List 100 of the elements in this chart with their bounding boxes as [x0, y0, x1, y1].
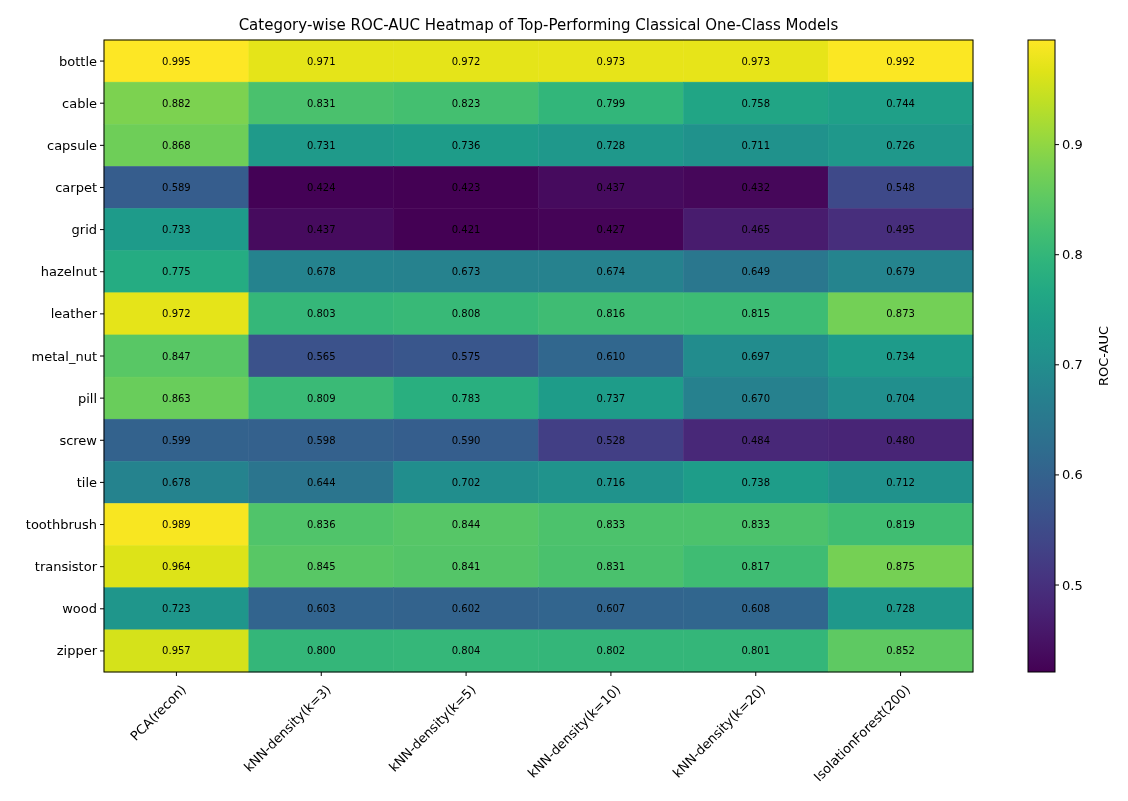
- data-label: 0.823: [451, 97, 481, 109]
- y-tick-label: zipper: [56, 643, 98, 659]
- data-label: 0.565: [306, 350, 336, 362]
- color-bar-label: 0.8: [1062, 247, 1083, 263]
- y-tick-label: pill: [77, 390, 97, 406]
- data-label: 0.575: [451, 350, 481, 362]
- chart-title: Category-wise ROC-AUC Heatmap of Top-Performing Classical One-Class Models: [238, 16, 839, 34]
- data-label: 0.737: [596, 392, 626, 404]
- data-label: 0.679: [886, 266, 915, 278]
- data-label: 0.528: [596, 434, 626, 446]
- data-label: 0.731: [306, 139, 336, 151]
- y-tick-label: carpet: [55, 180, 97, 196]
- data-label: 0.801: [741, 645, 771, 657]
- y-tick-label: toothbrush: [25, 517, 97, 533]
- y-tick-label: tile: [76, 474, 97, 490]
- data-label: 0.674: [596, 266, 626, 278]
- data-label: 0.847: [162, 350, 191, 362]
- data-label: 0.437: [306, 224, 336, 236]
- y-tick-label: metal_nut: [31, 348, 97, 364]
- data-label: 0.733: [162, 224, 191, 236]
- color-bar-label: 0.5: [1062, 577, 1083, 593]
- data-label: 0.589: [162, 181, 191, 193]
- data-label: 0.602: [451, 603, 481, 615]
- data-label: 0.678: [306, 266, 336, 278]
- y-tick-label: capsule: [47, 137, 97, 153]
- data-label: 0.804: [451, 645, 481, 657]
- data-label: 0.712: [886, 476, 915, 488]
- data-label: 0.863: [162, 392, 191, 404]
- data-label: 0.836: [306, 519, 336, 531]
- data-label: 0.649: [741, 266, 771, 278]
- data-label: 0.875: [886, 561, 915, 573]
- data-label: 0.480: [886, 434, 915, 446]
- data-label: 0.421: [451, 224, 481, 236]
- data-label: 0.833: [741, 519, 771, 531]
- data-label: 0.868: [162, 139, 191, 151]
- y-tick-label: leather: [50, 306, 98, 322]
- data-label: 0.738: [741, 476, 771, 488]
- data-label: 0.783: [451, 392, 481, 404]
- data-label: 0.598: [306, 434, 336, 446]
- data-label: 0.607: [596, 603, 626, 615]
- data-label: 0.644: [306, 476, 336, 488]
- data-label: 0.844: [451, 519, 481, 531]
- color-bar-label: 0.7: [1062, 357, 1083, 373]
- data-label: 0.957: [162, 645, 191, 657]
- data-label: 0.845: [306, 561, 336, 573]
- data-label: 0.704: [886, 392, 915, 404]
- data-label: 0.702: [451, 476, 481, 488]
- data-label: 0.964: [162, 561, 191, 573]
- data-label: 0.973: [596, 55, 626, 67]
- data-label: 0.809: [306, 392, 336, 404]
- data-label: 0.744: [886, 97, 915, 109]
- data-label: 0.775: [162, 266, 191, 278]
- data-label: 0.728: [886, 603, 915, 615]
- data-label: 0.603: [306, 603, 336, 615]
- data-label: 0.673: [451, 266, 481, 278]
- data-label: 0.815: [741, 308, 771, 320]
- data-label: 0.728: [596, 139, 626, 151]
- data-label: 0.972: [162, 308, 191, 320]
- data-label: 0.831: [306, 97, 336, 109]
- data-label: 0.736: [451, 139, 481, 151]
- data-label: 0.852: [886, 645, 915, 657]
- data-label: 0.424: [306, 181, 336, 193]
- data-label: 0.817: [741, 561, 771, 573]
- data-label: 0.723: [162, 603, 191, 615]
- data-label: 0.432: [741, 181, 771, 193]
- data-label: 0.608: [741, 603, 771, 615]
- color-bar-label: 0.9: [1062, 137, 1083, 153]
- data-label: 0.819: [886, 519, 915, 531]
- data-label: 0.427: [596, 224, 626, 236]
- data-label: 0.995: [162, 55, 191, 67]
- y-tick-label: transistor: [34, 559, 98, 575]
- data-label: 0.548: [886, 181, 915, 193]
- data-label: 0.882: [162, 97, 191, 109]
- data-label: 0.973: [741, 55, 771, 67]
- data-label: 0.800: [306, 645, 336, 657]
- data-label: 0.833: [596, 519, 626, 531]
- y-tick-label: grid: [71, 222, 97, 238]
- y-tick-label: wood: [62, 601, 97, 617]
- data-label: 0.423: [451, 181, 481, 193]
- data-label: 0.971: [306, 55, 336, 67]
- data-label: 0.599: [162, 434, 191, 446]
- data-label: 0.734: [886, 350, 915, 362]
- data-label: 0.758: [741, 97, 771, 109]
- data-label: 0.484: [741, 434, 771, 446]
- data-label: 0.972: [451, 55, 481, 67]
- y-tick-label: screw: [59, 432, 98, 448]
- data-label: 0.711: [741, 139, 771, 151]
- color-bar-title: ROC-AUC: [1096, 325, 1111, 387]
- data-label: 0.873: [886, 308, 915, 320]
- data-label: 0.808: [451, 308, 481, 320]
- data-label: 0.678: [162, 476, 191, 488]
- data-label: 0.799: [596, 97, 626, 109]
- color-bar-label: 0.6: [1062, 467, 1083, 483]
- data-label: 0.716: [596, 476, 626, 488]
- data-label: 0.610: [596, 350, 626, 362]
- data-label: 0.437: [596, 181, 626, 193]
- data-label: 0.590: [451, 434, 481, 446]
- y-tick-label: cable: [62, 95, 97, 111]
- data-label: 0.989: [162, 519, 191, 531]
- data-label: 0.465: [741, 224, 771, 236]
